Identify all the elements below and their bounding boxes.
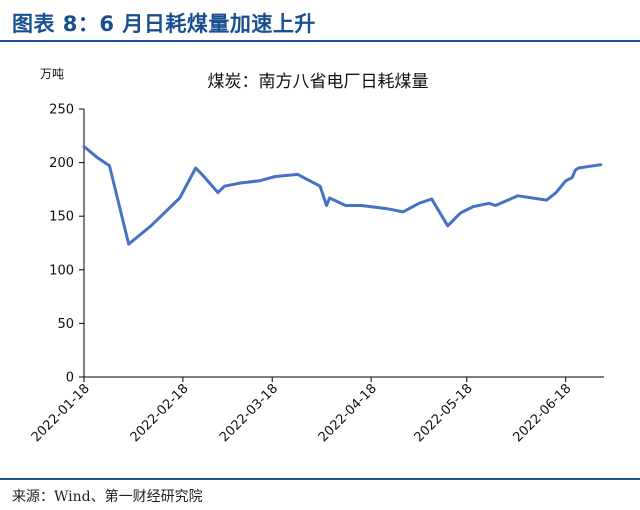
x-tick-label: 2022-06-18 [511, 381, 575, 445]
x-tick-label: 2022-02-18 [128, 381, 192, 445]
y-tick-label: 0 [66, 371, 74, 386]
y-tick-label: 200 [49, 156, 74, 171]
y-tick-label: 100 [49, 263, 74, 278]
series-line [82, 145, 603, 246]
line-chart: 煤炭：南方八省电厂日耗煤量 万吨 0 50 100 150 200 250 2022-01-18… [29, 67, 604, 445]
figure-title: 图表 8：6 月日耗煤量加速上升 [12, 12, 316, 36]
chart-title: 煤炭：南方八省电厂日耗煤量 [208, 72, 429, 92]
y-tick-label: 250 [49, 103, 74, 118]
title-rule [0, 40, 640, 42]
x-tick-label: 2022-04-18 [316, 381, 380, 445]
y-tick-label: 150 [49, 210, 74, 225]
y-axis-unit-label: 万吨 [40, 67, 64, 81]
x-tick-label: 2022-03-18 [217, 381, 281, 445]
x-tick-label: 2022-05-18 [412, 381, 476, 445]
source-note: 来源：Wind、第一财经研究院 [12, 489, 203, 505]
y-tick-label: 50 [57, 317, 74, 332]
x-tick-label: 2022-01-18 [29, 381, 93, 445]
chart-root: 煤炭：南方八省电厂日耗煤量 万吨 0 50 100 150 200 250 2022-01-18… [29, 67, 604, 445]
footer-rule [0, 478, 640, 480]
